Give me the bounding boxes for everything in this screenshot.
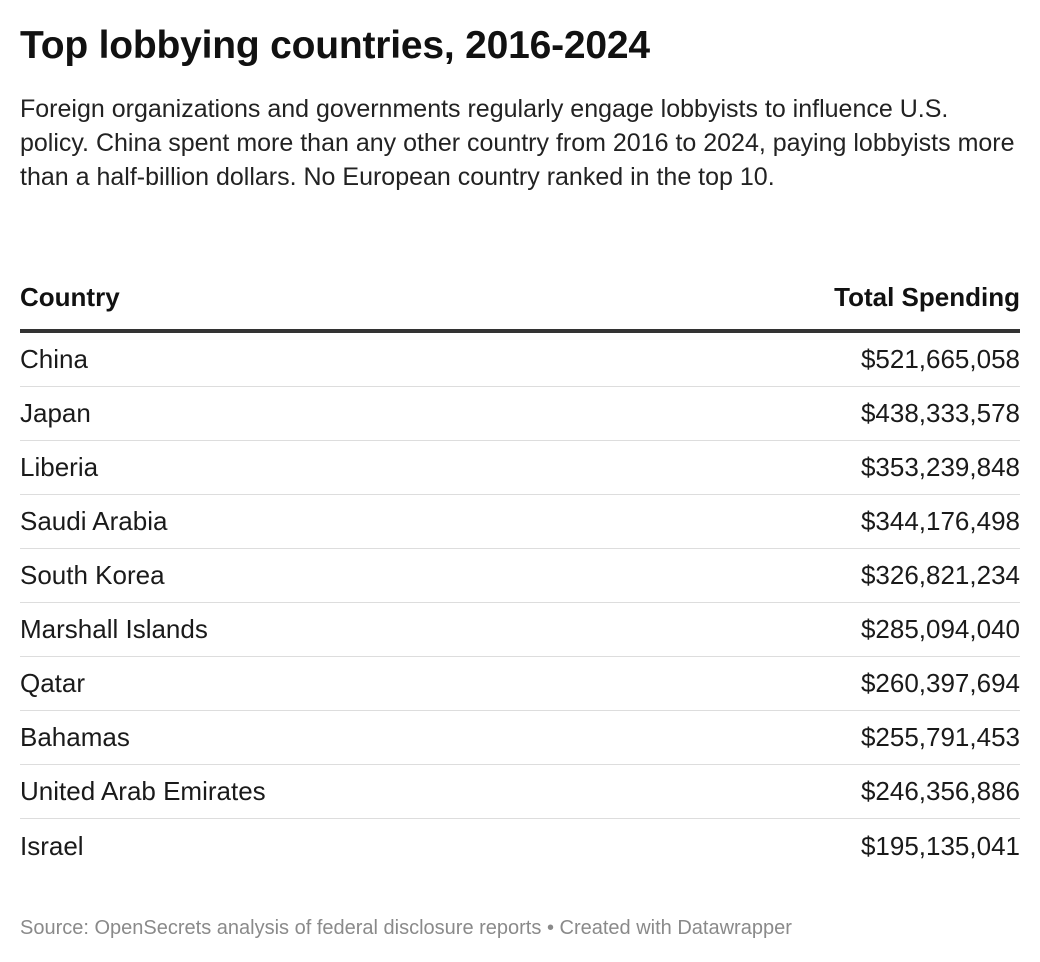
table-row: Israel $195,135,041	[20, 819, 1020, 873]
chart-description: Foreign organizations and governments re…	[20, 95, 1015, 191]
country-cell: South Korea	[20, 560, 165, 590]
country-cell: Bahamas	[20, 722, 130, 752]
spending-cell: $344,176,498	[860, 506, 1020, 536]
spending-cell: $246,356,886	[860, 776, 1020, 806]
country-cell: Qatar	[20, 668, 86, 698]
column-header-total-spending[interactable]: Total Spending	[834, 282, 1020, 312]
spending-cell: $285,094,040	[860, 614, 1020, 644]
table-row: South Korea $326,821,234	[20, 549, 1020, 603]
spending-cell: $353,239,848	[860, 452, 1020, 482]
country-cell: United Arab Emirates	[20, 776, 266, 806]
table-row: Japan $438,333,578	[20, 387, 1020, 441]
footer-separator: •	[546, 917, 554, 939]
chart-footer: Source: OpenSecrets analysis of federal …	[20, 914, 792, 942]
table-row: United Arab Emirates $246,356,886	[20, 765, 1020, 819]
table-row: Marshall Islands $285,094,040	[20, 603, 1020, 657]
spending-cell: $521,665,058	[860, 344, 1020, 374]
table-row: Saudi Arabia $344,176,498	[20, 495, 1020, 549]
table-row: China $521,665,058	[20, 333, 1020, 387]
table-row: Qatar $260,397,694	[20, 657, 1020, 711]
table-body: China $521,665,058 Japan $438,333,578 Liberi…	[20, 333, 1020, 873]
table-header: Country Total Spending	[20, 278, 1020, 333]
country-cell: Saudi Arabia	[20, 506, 168, 536]
source-note: Source: OpenSecrets analysis of federal …	[20, 917, 542, 939]
spending-cell: $438,333,578	[860, 398, 1020, 428]
country-cell: Japan	[20, 398, 91, 428]
spending-cell: $255,791,453	[860, 722, 1020, 752]
spending-cell: $195,135,041	[860, 830, 1020, 861]
country-cell: Israel	[20, 830, 84, 861]
column-header-country[interactable]: Country	[20, 282, 120, 312]
country-cell: Marshall Islands	[20, 614, 208, 644]
country-cell: Liberia	[20, 452, 99, 482]
data-table: Country Total Spending China $521,665,058…	[20, 278, 1020, 873]
table-row: Liberia $353,239,848	[20, 441, 1020, 495]
datawrapper-credit[interactable]: Created with Datawrapper	[559, 917, 792, 939]
chart-container: Top lobbying countries, 2016-2024 Foreig…	[20, 0, 1020, 939]
chart-title: Top lobbying countries, 2016-2024	[20, 24, 650, 67]
country-cell: China	[20, 344, 88, 374]
spending-cell: $326,821,234	[860, 560, 1020, 590]
spending-cell: $260,397,694	[860, 668, 1020, 698]
table-row: Bahamas $255,791,453	[20, 711, 1020, 765]
